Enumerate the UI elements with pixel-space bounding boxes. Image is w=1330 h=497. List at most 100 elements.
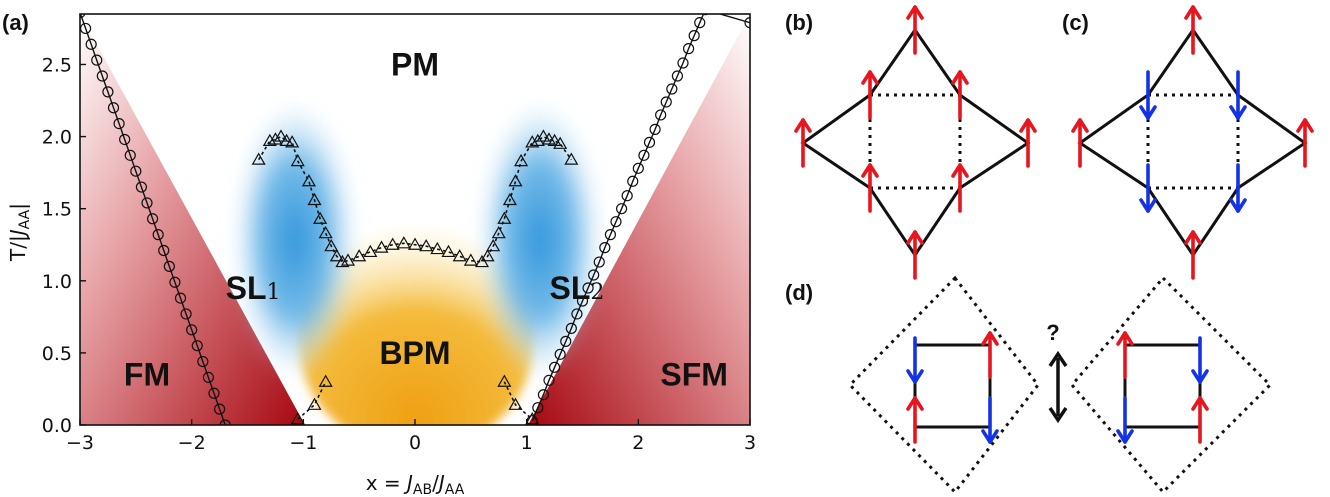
y-tick-label: 0.0	[42, 415, 72, 437]
spin-down-arrow-icon	[1139, 70, 1157, 120]
spin-down-arrow-icon	[1229, 70, 1247, 120]
series-2-point	[307, 192, 322, 206]
panel-d-label: (d)	[785, 280, 813, 305]
spin-up-arrow-icon	[1184, 230, 1202, 280]
series-2-point	[262, 133, 277, 147]
series-0-point	[135, 181, 148, 193]
series-2-point	[463, 253, 478, 266]
series-2-point	[396, 236, 411, 249]
spin-up-arrow-icon	[951, 163, 969, 213]
spin-up-arrow-icon	[1191, 396, 1209, 444]
spin-down-arrow-icon	[1229, 163, 1247, 213]
series-2-point	[301, 174, 316, 187]
panel-b: (b)	[785, 5, 1037, 280]
series-2-point	[452, 249, 467, 262]
x-tick-label: −1	[289, 432, 317, 454]
series-0-point	[130, 165, 142, 177]
series-1-point	[599, 242, 611, 254]
series-4-point	[508, 397, 523, 410]
spins-b	[794, 5, 1037, 280]
series-0-point	[107, 102, 120, 114]
series-2-point	[335, 254, 350, 268]
series-1-point	[688, 30, 700, 42]
spin-up-arrow-icon	[951, 70, 969, 120]
series-1-point	[593, 256, 605, 268]
series-0-point	[146, 213, 159, 225]
series-4-point	[525, 412, 540, 425]
series-0-point	[85, 38, 97, 50]
region-label-sfm: SFM	[660, 357, 728, 393]
x-axis-label: x = JAB/JAA	[366, 471, 465, 497]
series-1-point	[638, 149, 650, 161]
ticks-layer: −3 −2 −1 0 1 2 3 0.0 0.5 1.0 1.5 2.0 2.5	[42, 54, 756, 454]
series-4-line	[503, 381, 533, 420]
series-2-point	[547, 133, 562, 147]
panel-c: (c)	[1062, 5, 1314, 280]
series-0-point	[202, 371, 215, 384]
spin-up-arrow-icon	[1071, 118, 1089, 168]
series-0-point	[141, 197, 153, 209]
series-1-point	[643, 136, 656, 148]
sl2-region	[478, 100, 602, 380]
series-2-point	[419, 238, 434, 252]
series-2-point	[530, 133, 545, 147]
series-2-point	[273, 129, 289, 142]
series-0-point	[169, 276, 181, 288]
spin-down-arrow-icon	[1191, 336, 1209, 384]
series-0-point	[163, 260, 175, 272]
series-2-point	[441, 244, 456, 258]
series-2-point	[352, 249, 367, 262]
series-0-point	[174, 292, 187, 304]
lattice-b	[800, 29, 1031, 256]
series-1-point	[666, 83, 678, 95]
series-1-point	[604, 229, 617, 241]
series-2-point	[268, 132, 283, 145]
x-tick-label: −3	[66, 432, 94, 454]
series-1-point	[532, 402, 544, 414]
series-2-point	[251, 152, 266, 165]
series-1-point	[588, 269, 600, 281]
series-0-point	[96, 70, 108, 82]
x-tick-label: 3	[744, 432, 756, 454]
spin-down-arrow-icon	[981, 396, 999, 444]
series-2-point	[407, 237, 423, 250]
series-0-point	[102, 86, 114, 98]
series-0-point	[191, 340, 203, 352]
series-0-point	[180, 308, 192, 320]
panel-a-label: (a)	[2, 10, 29, 35]
series-0-point	[124, 149, 136, 161]
question-mark: ?	[1046, 320, 1059, 345]
series-2-point	[486, 238, 501, 252]
region-label-bpm: BPM	[379, 335, 450, 371]
region-label-pm: PM	[391, 46, 439, 82]
series-2-point	[480, 249, 495, 262]
lattice-d-right	[1070, 275, 1273, 495]
series-1-point	[694, 17, 706, 29]
spin-up-arrow-icon	[861, 70, 879, 120]
series-0-point	[208, 387, 220, 399]
lattice-d-left	[847, 275, 1040, 495]
y-tick-label: 2.0	[42, 127, 72, 149]
series-1-point	[548, 361, 561, 373]
series-1-point	[627, 175, 639, 187]
y-tick-label: 1.0	[42, 271, 72, 293]
series-2-point	[285, 135, 300, 148]
series-2-point	[553, 136, 568, 149]
x-tick-label: 1	[521, 432, 533, 454]
sl1-region	[233, 100, 357, 380]
panel-d: (d) ?	[785, 275, 1273, 495]
series-1-point	[571, 308, 583, 320]
series-1-point	[610, 216, 622, 228]
series-2-point	[536, 129, 551, 142]
spin-up-arrow-icon	[981, 331, 999, 379]
series-0-point	[152, 229, 164, 241]
spin-down-arrow-icon	[906, 336, 924, 384]
series-0-point	[213, 403, 226, 415]
y-tick-label: 2.5	[42, 54, 72, 76]
series-2-point	[430, 241, 445, 255]
spin-up-arrow-icon	[794, 118, 812, 168]
series-1-point	[744, 17, 750, 29]
series-3-point	[307, 397, 322, 410]
